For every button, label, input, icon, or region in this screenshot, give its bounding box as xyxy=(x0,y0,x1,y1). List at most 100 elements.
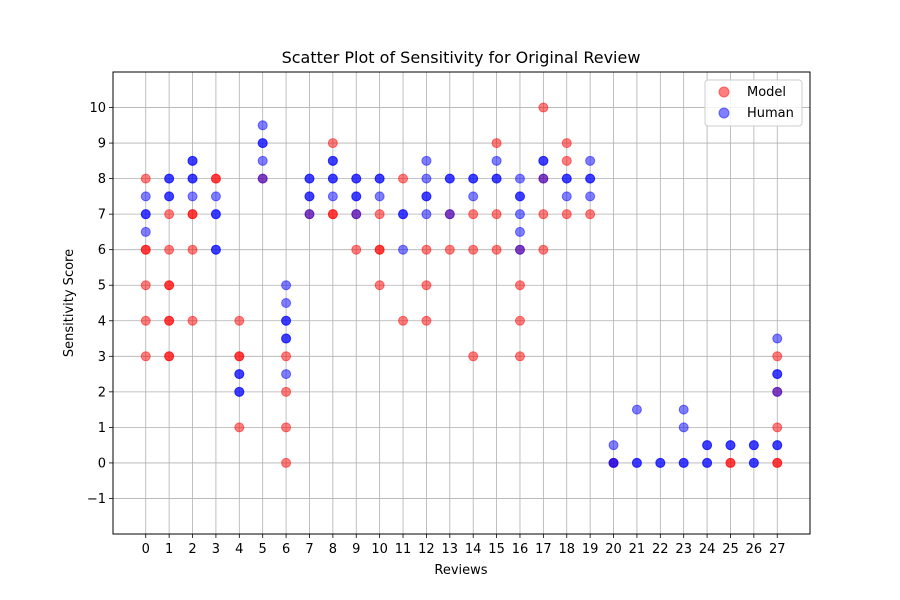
point-human xyxy=(631,457,642,468)
point-human xyxy=(702,457,713,468)
legend-label-model: Model xyxy=(747,85,786,100)
x-tick-label: 19 xyxy=(582,542,599,557)
point-human xyxy=(281,369,292,380)
point-model xyxy=(164,315,175,326)
y-tick-label: 6 xyxy=(98,243,106,258)
x-tick-label: 23 xyxy=(675,542,692,557)
x-tick-label: 10 xyxy=(371,542,388,557)
point-model xyxy=(234,351,245,362)
point-human xyxy=(140,226,151,237)
point-model xyxy=(398,173,409,184)
point-human xyxy=(140,191,151,202)
point-human xyxy=(304,209,315,220)
y-tick-label: 3 xyxy=(98,350,106,365)
point-model xyxy=(491,209,502,220)
point-model xyxy=(561,155,572,166)
point-human xyxy=(374,173,385,184)
point-human xyxy=(187,173,198,184)
point-human xyxy=(421,173,432,184)
point-human xyxy=(281,280,292,291)
chart-title: Scatter Plot of Sensitivity for Original… xyxy=(282,48,641,67)
point-human xyxy=(281,315,292,326)
point-model xyxy=(234,422,245,433)
point-model xyxy=(374,244,385,255)
x-tick-label: 21 xyxy=(629,542,646,557)
point-model xyxy=(561,138,572,149)
point-human xyxy=(491,173,502,184)
point-model xyxy=(140,173,151,184)
legend-marker-human xyxy=(718,107,730,119)
point-human xyxy=(608,457,619,468)
point-model xyxy=(514,315,525,326)
point-human xyxy=(631,404,642,415)
x-tick-label: 14 xyxy=(465,542,482,557)
point-model xyxy=(351,244,362,255)
point-human xyxy=(468,173,479,184)
point-model xyxy=(164,244,175,255)
point-human xyxy=(281,298,292,308)
point-model xyxy=(538,244,549,255)
point-human xyxy=(772,386,783,397)
point-model xyxy=(514,280,525,291)
point-model xyxy=(281,386,292,397)
x-tick-label: 2 xyxy=(188,542,196,557)
x-tick-label: 4 xyxy=(235,542,243,557)
point-model xyxy=(468,209,479,220)
point-model xyxy=(187,244,198,255)
point-human xyxy=(304,191,315,202)
point-human xyxy=(772,369,783,380)
point-human xyxy=(585,191,596,202)
x-tick-label: 15 xyxy=(488,542,505,557)
x-tick-label: 25 xyxy=(722,542,739,557)
point-model xyxy=(514,351,525,362)
point-model xyxy=(491,244,502,255)
point-human xyxy=(421,191,432,202)
point-human xyxy=(514,191,525,202)
point-model xyxy=(281,351,292,362)
x-tick-label: 5 xyxy=(259,542,267,557)
point-model xyxy=(281,422,292,433)
legend-label-human: Human xyxy=(747,106,794,121)
point-model xyxy=(164,209,175,220)
point-human xyxy=(327,191,338,202)
point-human xyxy=(257,173,268,184)
point-human xyxy=(772,333,783,344)
point-human xyxy=(257,155,268,166)
point-human xyxy=(678,422,689,433)
x-tick-label: 9 xyxy=(352,542,360,557)
point-human xyxy=(140,209,151,220)
point-model xyxy=(140,315,151,326)
point-model xyxy=(140,351,151,362)
point-human xyxy=(210,244,221,255)
point-model xyxy=(538,102,549,113)
point-human xyxy=(281,333,292,344)
point-model xyxy=(585,209,596,220)
legend-marker-model xyxy=(718,86,730,98)
point-model xyxy=(421,280,432,291)
y-axis-ticks: −1 0 1 2 3 4 5 6 7 8 9 10 xyxy=(87,101,113,507)
point-human xyxy=(514,173,525,184)
x-tick-label: 3 xyxy=(212,542,220,557)
point-model xyxy=(164,280,175,291)
point-human xyxy=(538,173,549,184)
y-tick-label: 0 xyxy=(98,456,106,471)
point-human xyxy=(468,191,479,202)
point-human xyxy=(234,369,245,380)
y-tick-label: 2 xyxy=(98,385,106,400)
point-model xyxy=(327,209,338,220)
point-model xyxy=(210,173,221,184)
x-tick-label: 17 xyxy=(535,542,552,557)
x-tick-label: 26 xyxy=(746,542,763,557)
x-tick-label: 20 xyxy=(605,542,622,557)
x-tick-label: 22 xyxy=(652,542,669,557)
point-human xyxy=(257,120,268,131)
plot-frame xyxy=(112,71,811,535)
point-human xyxy=(398,244,409,255)
x-tick-label: 16 xyxy=(512,542,529,557)
x-tick-label: 8 xyxy=(329,542,337,557)
point-model xyxy=(187,315,198,326)
point-model xyxy=(398,315,409,326)
x-tick-label: 0 xyxy=(142,542,150,557)
point-human xyxy=(304,173,315,184)
